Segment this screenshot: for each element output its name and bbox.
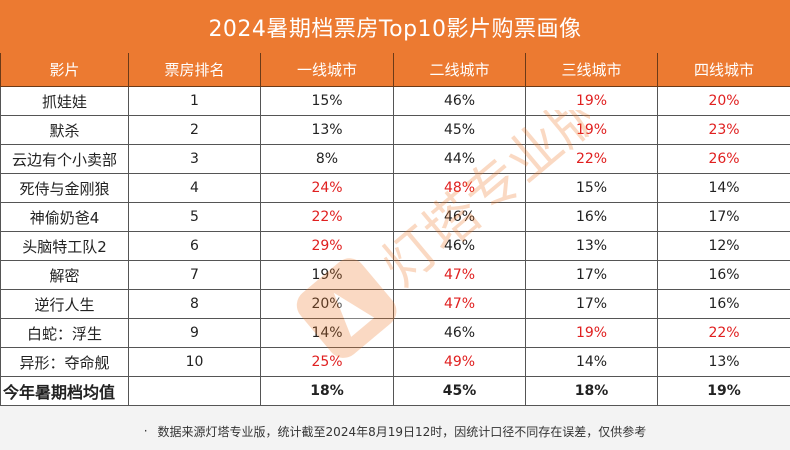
average-tier1: 18%: [260, 376, 394, 406]
tier4-share: 22%: [657, 318, 790, 348]
tier1-share: 24%: [260, 173, 394, 203]
tier4-share: 16%: [657, 289, 790, 319]
tier3-share: 22%: [525, 144, 658, 174]
source-note: 数据来源灯塔专业版，统计截至2024年8月19日12时，因统计口径不同存在误差，…: [157, 424, 647, 439]
col-header-tier3: 三线城市: [525, 53, 658, 87]
tier2-share: 47%: [393, 260, 526, 290]
tier4-share: 16%: [657, 260, 790, 290]
table-header-row: 影片 票房排名 一线城市 二线城市 三线城市 四线城市: [0, 53, 790, 87]
tier2-share: 46%: [393, 231, 526, 261]
tier1-share: 20%: [260, 289, 394, 319]
table-row: 默杀 2 13% 45% 19% 23%: [0, 115, 790, 145]
average-tier2: 45%: [393, 376, 526, 406]
tier2-share: 46%: [393, 202, 526, 232]
table-row: 云边有个小卖部 3 8% 44% 22% 26%: [0, 144, 790, 174]
film-name: 解密: [0, 260, 129, 290]
table-row: 解密 7 19% 47% 17% 16%: [0, 260, 790, 290]
col-header-tier1: 一线城市: [260, 53, 394, 87]
box-office-rank: 8: [128, 289, 261, 319]
ticket-profile-table: 影片 票房排名 一线城市 二线城市 三线城市 四线城市 抓娃娃 1 15% 46% 19…: [0, 53, 790, 406]
tier4-share: 26%: [657, 144, 790, 174]
tier2-share: 48%: [393, 173, 526, 203]
tier1-share: 14%: [260, 318, 394, 348]
tier4-share: 23%: [657, 115, 790, 145]
tier1-share: 22%: [260, 202, 394, 232]
tier2-share: 45%: [393, 115, 526, 145]
table-row: 逆行人生 8 20% 47% 17% 16%: [0, 289, 790, 319]
box-office-rank: 7: [128, 260, 261, 290]
table-row: 抓娃娃 1 15% 46% 19% 20%: [0, 86, 790, 116]
tier1-share: 19%: [260, 260, 394, 290]
table-row: 异形：夺命舰 10 25% 49% 14% 13%: [0, 347, 790, 377]
tier3-share: 16%: [525, 202, 658, 232]
box-office-rank: 1: [128, 86, 261, 116]
film-name: 白蛇：浮生: [0, 318, 129, 348]
tier4-share: 17%: [657, 202, 790, 232]
tier4-share: 20%: [657, 86, 790, 116]
film-name: 云边有个小卖部: [0, 144, 129, 174]
film-name: 异形：夺命舰: [0, 347, 129, 377]
tier4-share: 13%: [657, 347, 790, 377]
box-office-rank: 2: [128, 115, 261, 145]
tier1-share: 15%: [260, 86, 394, 116]
film-name: 抓娃娃: [0, 86, 129, 116]
tier3-share: 15%: [525, 173, 658, 203]
tier2-share: 46%: [393, 86, 526, 116]
tier4-share: 14%: [657, 173, 790, 203]
box-office-rank: 3: [128, 144, 261, 174]
tier1-share: 29%: [260, 231, 394, 261]
table-row: 头脑特工队2 6 29% 46% 13% 12%: [0, 231, 790, 261]
average-tier3: 18%: [525, 376, 658, 406]
table-row: 死侍与金刚狼 4 24% 48% 15% 14%: [0, 173, 790, 203]
tier3-share: 13%: [525, 231, 658, 261]
col-header-tier4: 四线城市: [657, 53, 790, 87]
tier3-share: 19%: [525, 115, 658, 145]
tier2-share: 47%: [393, 289, 526, 319]
page-title: 2024暑期档票房Top10影片购票画像: [0, 0, 790, 54]
box-office-rank: 5: [128, 202, 261, 232]
box-office-rank: 9: [128, 318, 261, 348]
film-name: 默杀: [0, 115, 129, 145]
film-name: 逆行人生: [0, 289, 129, 319]
tier1-share: 13%: [260, 115, 394, 145]
tier2-share: 44%: [393, 144, 526, 174]
bullet: ·: [143, 424, 148, 438]
average-tier4: 19%: [657, 376, 790, 406]
tier4-share: 12%: [657, 231, 790, 261]
col-header-rank: 票房排名: [128, 53, 261, 87]
tier3-share: 19%: [525, 86, 658, 116]
col-header-film: 影片: [0, 53, 129, 87]
film-name: 头脑特工队2: [0, 231, 129, 261]
tier1-share: 8%: [260, 144, 394, 174]
tier3-share: 17%: [525, 260, 658, 290]
footer-note: · 数据来源灯塔专业版，统计截至2024年8月19日12时，因统计口径不同存在误…: [0, 412, 790, 450]
box-office-rank: 10: [128, 347, 261, 377]
tier3-share: 17%: [525, 289, 658, 319]
tier3-share: 14%: [525, 347, 658, 377]
table-row: 白蛇：浮生 9 14% 46% 19% 22%: [0, 318, 790, 348]
table-row: 神偷奶爸4 5 22% 46% 16% 17%: [0, 202, 790, 232]
box-office-rank: 4: [128, 173, 261, 203]
average-rank: [128, 376, 261, 406]
tier1-share: 25%: [260, 347, 394, 377]
film-name: 神偷奶爸4: [0, 202, 129, 232]
tier3-share: 19%: [525, 318, 658, 348]
average-label: 今年暑期档均值: [0, 376, 129, 406]
col-header-tier2: 二线城市: [393, 53, 526, 87]
tier2-share: 46%: [393, 318, 526, 348]
tier2-share: 49%: [393, 347, 526, 377]
box-office-rank: 6: [128, 231, 261, 261]
average-row: 今年暑期档均值 18% 45% 18% 19%: [0, 376, 790, 406]
film-name: 死侍与金刚狼: [0, 173, 129, 203]
